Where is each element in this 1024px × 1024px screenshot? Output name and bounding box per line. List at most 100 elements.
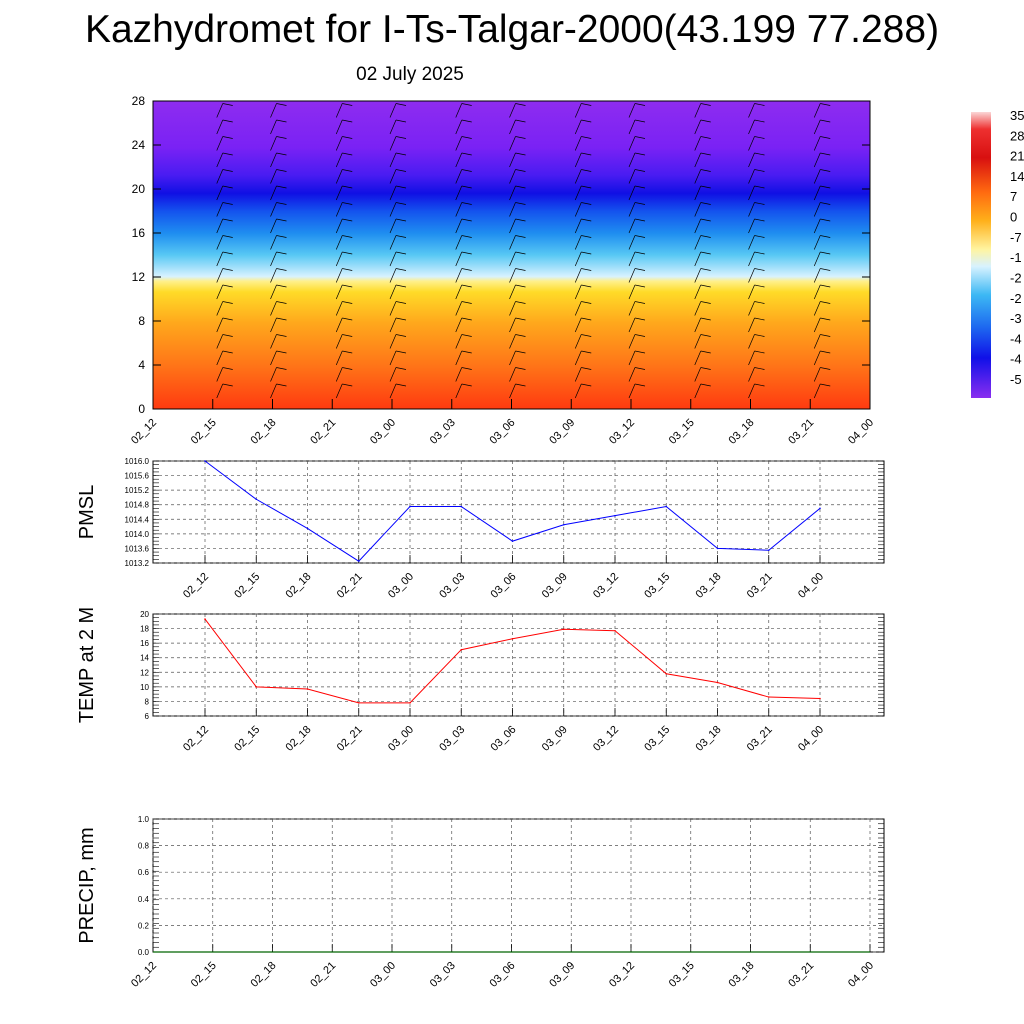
wind-barb (455, 185, 463, 201)
wind-barb (748, 301, 755, 316)
wind-barb-flag (820, 185, 831, 189)
wind-barb (628, 103, 636, 118)
wind-barb-flag (634, 169, 646, 172)
wind-barb (813, 235, 821, 250)
wind-barb-flag (395, 301, 407, 304)
wind-barb-flag (754, 119, 765, 123)
colorbar-label: 28 (1010, 128, 1024, 143)
wind-barb (694, 119, 702, 135)
x-tick-label: 02_15 (189, 417, 219, 447)
x-tick-label: 04_00 (796, 571, 826, 601)
wind-barb (216, 235, 224, 250)
wind-barb-flag (276, 169, 287, 172)
wind-barb-flag (276, 235, 287, 238)
wind-barb (748, 317, 755, 333)
x-tick-label: 03_09 (547, 960, 577, 990)
wind-barb-flag (222, 152, 233, 156)
wind-barb-flag (461, 119, 472, 123)
wind-barb (509, 202, 516, 217)
wind-barb-flag (754, 185, 765, 189)
wind-barb (628, 350, 636, 366)
wind-barb-flag (276, 367, 287, 370)
wind-barb-flag (820, 334, 831, 337)
wind-barb (455, 119, 463, 135)
y-tick-label: 8 (145, 697, 150, 706)
wind-barb (813, 301, 821, 316)
wind-barb (389, 383, 397, 399)
pmsl-point (665, 505, 668, 508)
wind-barb-flag (820, 103, 831, 106)
pmsl-point (767, 549, 770, 552)
wind-barb (748, 119, 755, 135)
wind-barb-flag (700, 218, 711, 222)
wind-barb-flag (754, 218, 765, 222)
x-tick-label: 03_03 (428, 417, 458, 447)
wind-barb-flag (515, 103, 526, 106)
wind-barb-flag (461, 251, 472, 255)
wind-barb-flag (515, 317, 526, 321)
wind-barb (628, 235, 636, 250)
wind-barb-flag (276, 251, 287, 255)
wind-barb-flag (820, 317, 831, 321)
wind-barb-flag (634, 317, 646, 321)
wind-barb-flag (395, 317, 407, 321)
x-tick-label: 02_21 (308, 417, 338, 447)
x-tick-label: 02_12 (181, 724, 211, 754)
wind-barb-flag (700, 152, 711, 156)
x-tick-label: 02_12 (129, 960, 159, 990)
wind-barb (509, 284, 516, 300)
wind-barb-flag (515, 350, 526, 354)
x-tick-label: 02_21 (335, 724, 365, 754)
wind-barb (509, 136, 516, 151)
colorbar-label: -2 (1010, 291, 1022, 306)
wind-barb (509, 235, 516, 250)
wind-barb-flag (754, 350, 765, 354)
pmsl-point (716, 547, 719, 550)
wind-barb-flag (581, 367, 592, 370)
wind-barb-flag (634, 103, 646, 106)
y-tick-label: 6 (145, 712, 150, 721)
wind-barb-flag (581, 136, 592, 139)
wind-barb-flag (581, 284, 592, 288)
x-tick-label: 03_00 (386, 571, 416, 601)
temp-point (562, 628, 565, 631)
wind-barb-flag (461, 350, 472, 354)
wind-barb (813, 383, 821, 399)
wind-barb-flag (581, 334, 592, 337)
wind-barb (335, 251, 343, 267)
wind-barb-flag (461, 235, 472, 238)
y-tick-label: 0.4 (138, 895, 150, 904)
wind-barb-flag (700, 334, 711, 337)
wind-barb (574, 136, 582, 151)
wind-barb (694, 169, 702, 184)
x-tick-label: 03_12 (591, 724, 621, 754)
wind-barb-flag (754, 334, 765, 337)
wind-barb-flag (461, 301, 472, 304)
wind-barb (628, 202, 636, 217)
wind-barb (574, 119, 582, 135)
wind-barb (748, 350, 755, 366)
wind-barb-flag (700, 103, 711, 106)
x-tick-label: 03_03 (437, 571, 467, 601)
wind-barb-flag (515, 202, 526, 205)
wind-barb (270, 367, 277, 382)
wind-barb (628, 136, 636, 151)
wind-barb-flag (515, 383, 526, 387)
wind-barb (628, 169, 636, 184)
wind-barb-flag (754, 202, 765, 205)
wind-barb (216, 169, 224, 184)
wind-barb (270, 268, 277, 283)
wind-barb (509, 185, 516, 201)
wind-barb-flag (515, 268, 526, 271)
x-tick-label: 02_18 (249, 960, 279, 990)
wind-barb (216, 334, 224, 349)
wind-barb-flag (222, 334, 233, 337)
colorbar-label: 7 (1010, 189, 1017, 204)
wind-barb (389, 202, 397, 217)
wind-barb-flag (342, 169, 353, 172)
wind-barb (813, 251, 821, 267)
y-tick-label: 1014.4 (125, 515, 150, 524)
temp-point (409, 702, 411, 704)
wind-barb (574, 152, 582, 168)
x-tick-label: 03_18 (694, 724, 724, 754)
